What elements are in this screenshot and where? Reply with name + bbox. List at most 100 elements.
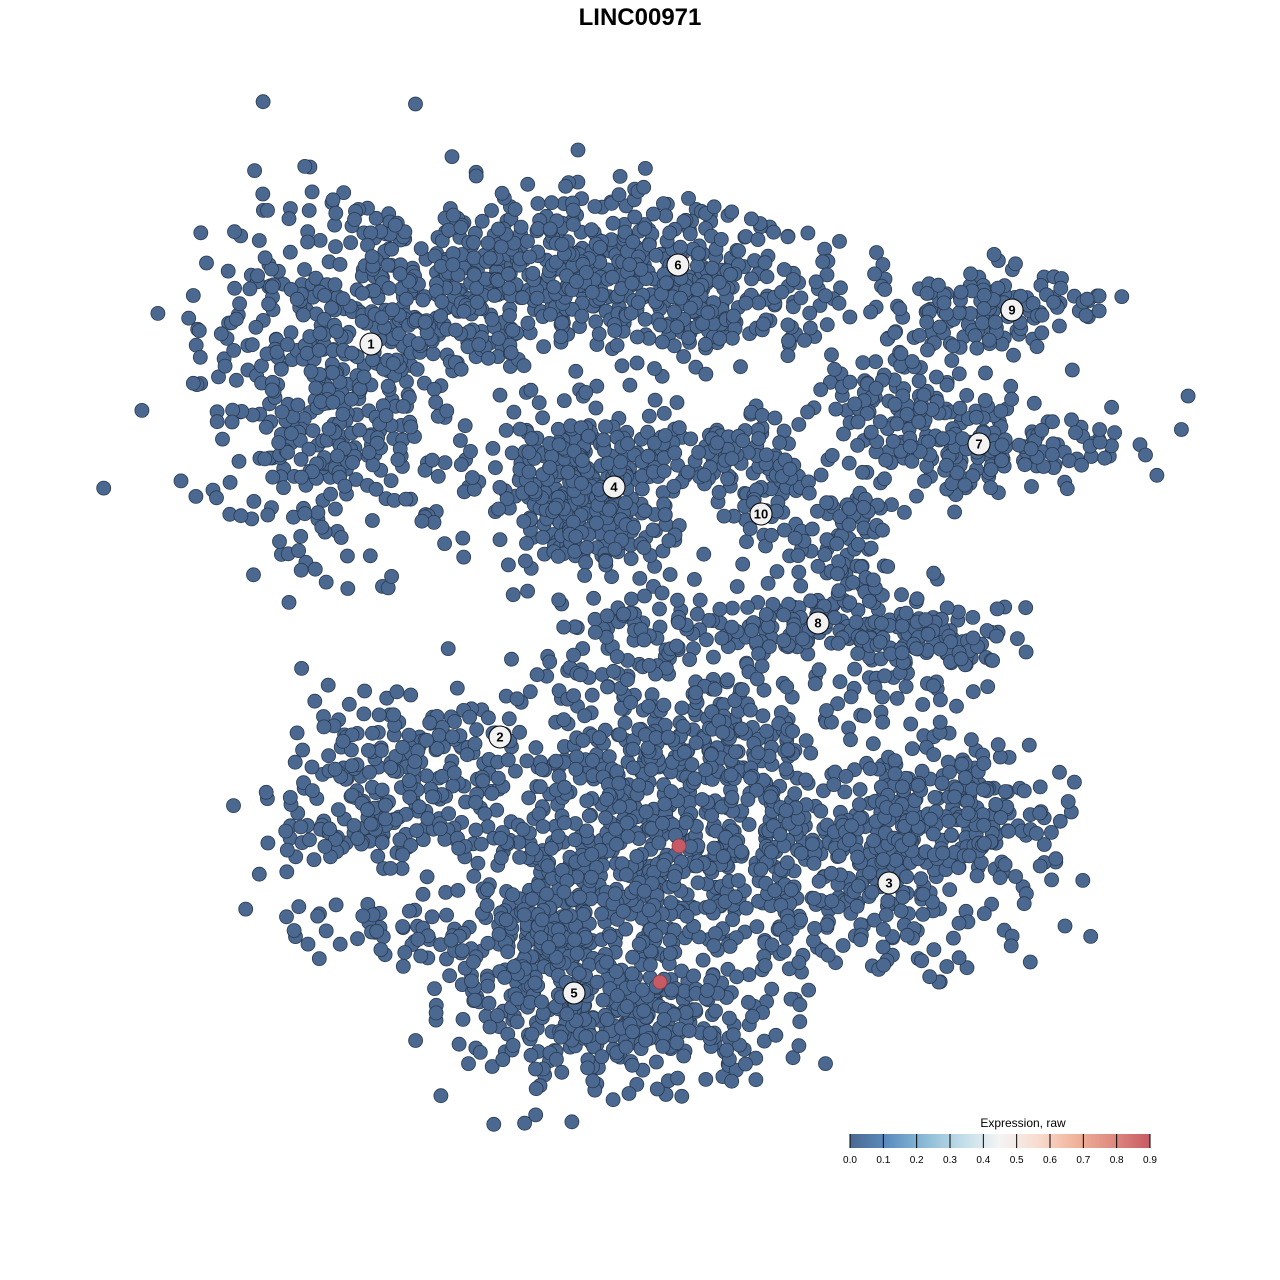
data-point	[648, 928, 664, 943]
data-point	[609, 337, 625, 353]
data-point	[920, 626, 936, 642]
data-point	[621, 1086, 637, 1101]
data-point	[491, 501, 507, 517]
data-point	[428, 1005, 444, 1021]
data-point	[877, 668, 892, 684]
data-point	[424, 452, 440, 468]
data-point	[290, 397, 306, 413]
data-point	[932, 319, 948, 335]
data-point	[684, 757, 700, 772]
data-point	[578, 265, 594, 280]
data-point	[556, 393, 572, 409]
data-point	[899, 869, 914, 885]
data-point	[584, 284, 600, 300]
data-point	[401, 773, 417, 788]
data-point	[769, 564, 785, 579]
data-point	[698, 336, 713, 352]
data-point	[688, 685, 704, 701]
data-point	[856, 708, 872, 724]
data-point	[503, 345, 519, 361]
data-point	[572, 889, 588, 905]
data-point	[898, 679, 914, 694]
data-point	[895, 889, 911, 905]
data-point	[311, 342, 327, 358]
data-point	[1032, 805, 1048, 821]
data-point	[589, 515, 604, 531]
data-point	[434, 294, 450, 310]
data-point	[652, 601, 667, 617]
data-point	[669, 1035, 685, 1051]
data-point	[599, 954, 614, 970]
data-point	[899, 406, 915, 422]
data-point	[641, 658, 657, 673]
cluster-label-10: 10	[749, 502, 773, 526]
data-point	[657, 507, 673, 523]
data-point	[805, 836, 820, 852]
data-point	[297, 506, 313, 522]
data-point	[477, 806, 493, 822]
data-point	[365, 457, 381, 473]
data-point	[466, 235, 481, 250]
data-point	[350, 931, 365, 947]
data-point	[439, 907, 455, 923]
data-point	[954, 756, 970, 772]
cluster-label-1: 1	[359, 332, 383, 356]
data-point	[395, 847, 410, 863]
data-point	[847, 396, 863, 412]
data-point	[485, 440, 501, 456]
data-point	[556, 712, 572, 727]
data-point	[637, 588, 652, 604]
data-point	[1024, 479, 1039, 494]
data-point	[709, 435, 725, 451]
data-point	[301, 203, 317, 218]
data-point	[598, 419, 613, 435]
data-point	[299, 345, 315, 361]
data-point	[427, 981, 442, 996]
data-point	[484, 786, 500, 801]
data-point	[824, 447, 840, 463]
data-point	[1067, 774, 1082, 790]
data-point	[759, 723, 774, 739]
data-point	[638, 804, 654, 820]
data-point	[220, 263, 236, 279]
data-point	[373, 743, 389, 758]
data-point	[244, 337, 260, 353]
data-point	[355, 908, 371, 924]
data-point	[791, 417, 807, 432]
data-point	[738, 1056, 753, 1072]
data-point	[875, 939, 891, 955]
data-point	[246, 567, 261, 583]
data-point	[977, 392, 993, 408]
data-point	[293, 529, 309, 544]
data-point	[844, 818, 859, 834]
data-point	[716, 508, 732, 524]
data-point	[261, 296, 277, 312]
data-point	[849, 898, 865, 914]
data-point	[314, 519, 330, 535]
data-point	[1032, 858, 1048, 874]
data-point	[599, 608, 615, 624]
data-point	[191, 323, 207, 339]
data-point	[893, 903, 909, 919]
data-point	[854, 630, 870, 646]
data-point	[360, 743, 376, 758]
data-point	[1034, 325, 1050, 341]
data-point	[521, 444, 537, 460]
data-point	[383, 473, 399, 489]
data-point	[656, 697, 672, 713]
data-point	[897, 505, 912, 520]
legend-tick-label: 0.7	[1076, 1155, 1090, 1166]
data-point	[584, 687, 600, 703]
data-point	[850, 437, 865, 453]
data-point	[607, 886, 623, 902]
data-point	[764, 844, 779, 860]
data-point	[343, 235, 359, 251]
data-point	[830, 566, 845, 582]
data-point	[783, 882, 799, 898]
data-point	[913, 400, 929, 416]
data-point	[264, 382, 280, 398]
data-point	[828, 401, 844, 417]
data-point	[888, 802, 904, 818]
data-point	[173, 473, 189, 489]
data-point	[491, 926, 507, 942]
